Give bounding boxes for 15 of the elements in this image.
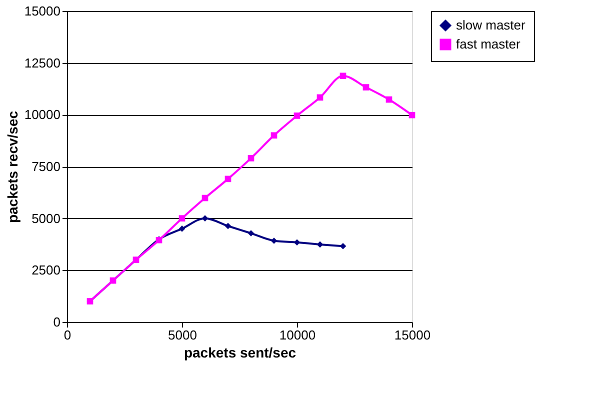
y-tick-label: 15000 xyxy=(24,4,60,18)
x-tick-label: 10000 xyxy=(279,328,316,342)
y-tick-label: 7500 xyxy=(32,159,60,174)
y-axis-title: packets recv/sec xyxy=(4,110,20,224)
y-tick-label: 0 xyxy=(53,314,60,330)
y-tick-label: 5000 xyxy=(32,210,60,226)
x-tick-label: 0 xyxy=(64,328,72,342)
y-tick-label: 10000 xyxy=(24,107,60,122)
y-tick-label: 12500 xyxy=(24,55,60,70)
x-tick-label: 5000 xyxy=(168,328,197,342)
y-tick-label: 2500 xyxy=(32,262,60,278)
legend-label: slow master xyxy=(456,18,526,32)
x-tick-label: 15000 xyxy=(394,328,431,342)
x-axis-title: packets sent/sec xyxy=(184,344,296,360)
legend-label: fast master xyxy=(456,36,521,52)
